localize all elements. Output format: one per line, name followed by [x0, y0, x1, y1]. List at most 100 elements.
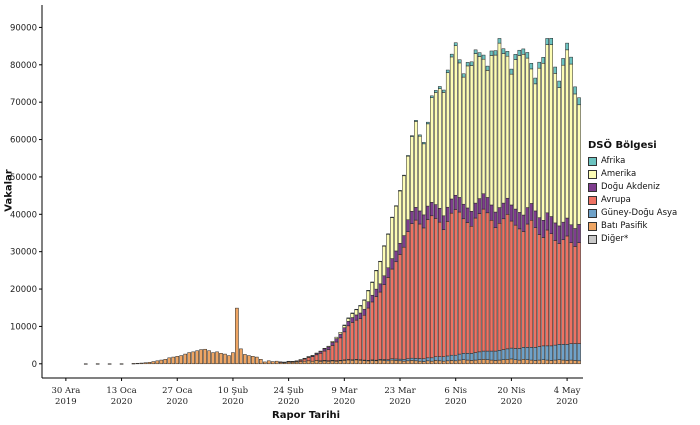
bar-segment [465, 207, 470, 223]
bar-segment [441, 215, 446, 230]
bar-segment [366, 301, 370, 309]
bar-segment [366, 360, 370, 365]
bar-segment [374, 270, 378, 272]
bar-segment [569, 359, 573, 365]
bar-segment [390, 359, 394, 365]
bar-segment [573, 343, 577, 361]
bar-segment [573, 93, 577, 229]
bar-segment [334, 336, 339, 339]
bar-segment [457, 353, 462, 361]
legend-swatch [588, 156, 597, 166]
bar-segment [422, 361, 426, 365]
bar-segment [509, 220, 514, 349]
bar-segment [366, 307, 370, 361]
bar-segment [529, 220, 534, 348]
bar-segment [354, 308, 359, 311]
bar-segment [422, 143, 426, 216]
bar-segment [430, 202, 434, 217]
bar-segment [497, 38, 502, 44]
bar-segment [549, 233, 553, 347]
bar-segment [509, 68, 514, 75]
bar-segment [143, 362, 148, 365]
bar-segment [346, 325, 351, 360]
bar-segment [418, 134, 422, 137]
bar-segment [426, 123, 430, 207]
bar-segment [541, 63, 546, 221]
bar-segment [414, 120, 418, 122]
bar-segment [449, 56, 454, 200]
bar-segment [426, 357, 430, 362]
legend-item: Diğer* [588, 233, 677, 245]
legend-label: Afrika [601, 156, 626, 166]
bar-segment [489, 359, 494, 365]
bar-segment [565, 217, 569, 237]
bar-segment [465, 62, 470, 67]
bar-segment [434, 90, 438, 93]
bar-segment [207, 350, 211, 365]
bar-segment [346, 317, 351, 319]
bar-segment [107, 363, 112, 365]
bar-segment [362, 314, 367, 361]
y-tick-label: 30000 [10, 248, 37, 258]
bar-segment [561, 58, 565, 66]
bar-segment [398, 190, 402, 244]
bar-segment [481, 193, 486, 210]
bar-segment [489, 350, 494, 361]
bar-segment [326, 349, 331, 362]
bar-segment [430, 357, 434, 362]
bar-segment [521, 347, 526, 360]
bar-segment [533, 227, 538, 348]
bar-segment [489, 50, 494, 56]
bar-segment [434, 356, 438, 361]
legend-swatch [588, 208, 597, 218]
bar-segment [386, 277, 390, 360]
bar-segment [557, 80, 561, 88]
bar-segment [434, 204, 438, 219]
bar-segment [437, 86, 442, 89]
bar-segment [294, 360, 299, 362]
x-tick-label: 20 Nis [497, 386, 525, 396]
bar-segment [426, 121, 430, 125]
bar-segment [445, 72, 450, 208]
bar-segment [529, 203, 534, 221]
bar-segment [406, 358, 410, 362]
bar-segment [227, 355, 231, 365]
bar-segment [457, 359, 462, 365]
bar-segment [119, 363, 124, 365]
bar-segment [426, 219, 430, 359]
bar-segment [533, 347, 538, 361]
bar-segment [485, 359, 490, 365]
bar-segment [247, 355, 251, 365]
x-tick-label: 2020 [111, 397, 133, 407]
bar-segment [533, 360, 538, 365]
legend-item: Güney-Doğu Asya [588, 207, 677, 219]
bar-segment [422, 142, 426, 145]
bar-segment [414, 207, 418, 221]
bar-segment [477, 213, 482, 353]
bar-segment [310, 356, 315, 362]
bar-segment [481, 350, 486, 360]
bar-segment [354, 314, 359, 321]
bar-segment [505, 214, 510, 350]
bar-segment [382, 275, 386, 285]
bar-segment [505, 348, 510, 360]
bar-segment [525, 207, 530, 225]
bar-segment [457, 197, 462, 213]
bar-segment [489, 220, 494, 352]
bar-segment [465, 222, 470, 354]
bar-segment [473, 352, 478, 361]
bar-segment [422, 227, 426, 359]
bar-segment [557, 87, 561, 227]
bar-segment [310, 360, 315, 365]
bar-segment [453, 42, 458, 46]
bar-segment [322, 350, 327, 361]
y-tick-label: 90000 [10, 23, 37, 33]
bar-segment [453, 194, 458, 210]
bar-segment [453, 354, 458, 362]
bar-segment [525, 52, 530, 59]
bar-segment [481, 58, 486, 194]
bar-segment [497, 359, 502, 365]
bar-segment [509, 73, 514, 206]
bar-segment [525, 359, 530, 365]
x-tick-label: 2020 [278, 397, 300, 407]
